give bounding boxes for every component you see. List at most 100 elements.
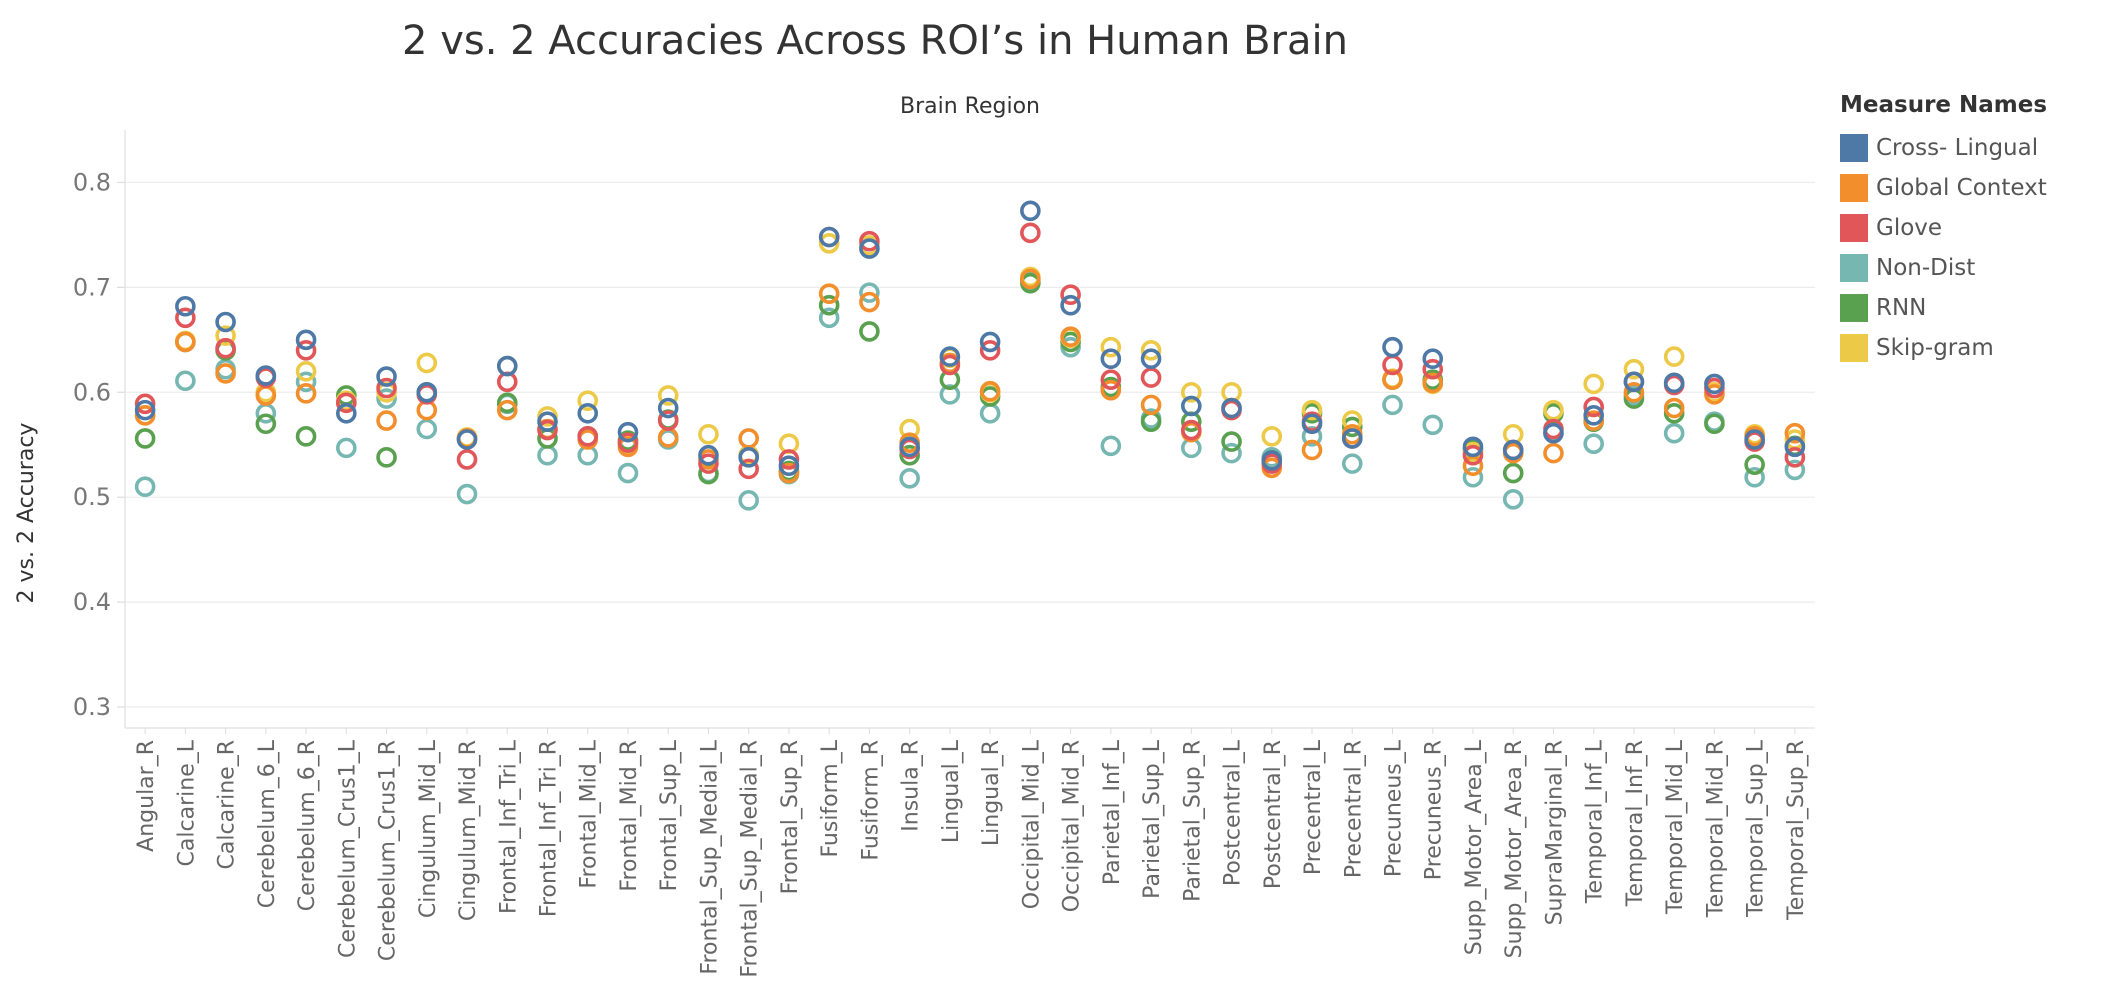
data-point xyxy=(1784,436,1806,458)
data-point xyxy=(859,230,880,252)
data-point xyxy=(1020,200,1041,222)
legend-item[interactable]: Global Context xyxy=(1840,168,2100,208)
data-point xyxy=(1100,435,1122,457)
data-point xyxy=(295,426,317,447)
x-tick-label: Parietal_Sup_L xyxy=(1140,739,1165,899)
data-point xyxy=(496,392,518,414)
x-tick-label: Frontal_Sup_R xyxy=(778,740,803,894)
data-point xyxy=(1502,439,1524,461)
data-point xyxy=(1744,466,1765,488)
x-tick-label: Precuneus_L xyxy=(1382,739,1407,877)
data-point xyxy=(979,380,1001,402)
data-point xyxy=(1784,422,1806,444)
data-point xyxy=(416,352,438,374)
legend-items: Cross- Lingual Global Context Glove Non-Dis… xyxy=(1840,128,2100,368)
data-point xyxy=(1744,429,1765,450)
data-point xyxy=(416,381,438,403)
data-point xyxy=(1020,268,1041,290)
y-tick-label: 0.3 xyxy=(73,693,111,721)
x-tick-label: Calcarine_R xyxy=(215,740,240,869)
data-point xyxy=(899,468,920,489)
y-tick-labels: 0.3 0.4 0.5 0.6 0.7 0.8 xyxy=(73,168,111,721)
data-point xyxy=(1623,381,1645,403)
data-point xyxy=(1140,340,1162,361)
data-point xyxy=(657,397,679,419)
data-point xyxy=(376,366,397,387)
data-point xyxy=(1261,450,1283,471)
data-point xyxy=(1100,379,1122,401)
data-point xyxy=(134,428,156,449)
data-point xyxy=(1583,396,1604,418)
legend-item[interactable]: Non-Dist xyxy=(1840,248,2100,288)
data-point xyxy=(295,371,317,393)
data-point xyxy=(657,385,679,406)
y-tick-label: 0.8 xyxy=(73,168,111,196)
data-point xyxy=(818,307,840,329)
data-point xyxy=(979,340,1001,361)
legend-swatch xyxy=(1840,334,1868,362)
data-point xyxy=(1623,358,1645,380)
x-tick-label: Frontal_Inf_Tri_L xyxy=(496,739,521,914)
data-point xyxy=(295,383,317,404)
x-tick-label: Occipital_Mid_R xyxy=(1060,740,1085,912)
x-tick-label: Temporal_Mid_R xyxy=(1703,740,1728,918)
x-tick-label: Fusiform_L xyxy=(818,739,843,857)
y-tick-label: 0.4 xyxy=(73,588,111,616)
legend-label: Global Context xyxy=(1876,175,2047,201)
x-tick-label: Frontal_Mid_L xyxy=(577,739,602,888)
legend-label: Glove xyxy=(1876,215,1943,241)
data-point xyxy=(537,444,558,466)
x-tick-label: SupraMarginal_R xyxy=(1542,740,1567,925)
data-point xyxy=(1140,348,1162,370)
data-point xyxy=(295,329,317,351)
data-point xyxy=(979,331,1001,353)
x-tick-label: Cingulum_Mid_R xyxy=(456,740,481,921)
data-point xyxy=(1502,462,1524,484)
data-point xyxy=(939,354,961,376)
legend-item[interactable]: Skip-gram xyxy=(1840,328,2100,368)
x-tick-label: Temporal_Sup_R xyxy=(1784,740,1809,921)
data-point xyxy=(1704,384,1725,405)
data-point xyxy=(738,447,759,468)
data-point xyxy=(698,423,719,445)
data-point xyxy=(1301,399,1323,421)
data-point xyxy=(617,432,639,453)
x-tick-label: Frontal_Sup_Medial_R xyxy=(738,740,763,978)
data-point xyxy=(215,311,236,333)
legend-label: Non-Dist xyxy=(1876,255,1976,281)
legend-title: Measure Names xyxy=(1840,92,2048,118)
data-point xyxy=(698,453,719,474)
legend-item[interactable]: RNN xyxy=(1840,288,2100,328)
data-point xyxy=(577,426,599,447)
data-point xyxy=(175,307,196,329)
data-point xyxy=(376,410,397,431)
legend-item[interactable]: Glove xyxy=(1840,208,2100,248)
data-point xyxy=(1301,439,1323,461)
x-tick-label: Temporal_Mid_L xyxy=(1663,739,1688,915)
data-point xyxy=(1543,399,1564,421)
legend-swatch xyxy=(1840,214,1868,242)
legend-item[interactable]: Cross- Lingual xyxy=(1840,128,2100,168)
data-point xyxy=(1020,222,1041,244)
x-tick-label: Parietal_Inf_L xyxy=(1100,739,1125,885)
data-point xyxy=(215,337,236,359)
x-tick-label: Occipital_Mid_L xyxy=(1019,739,1044,909)
data-point xyxy=(818,283,840,304)
column-header: Brain Region xyxy=(900,94,1040,119)
data-point xyxy=(1462,455,1484,477)
x-tick-label: Postcentral_R xyxy=(1261,740,1286,889)
data-point xyxy=(376,388,397,409)
x-tick-label: Supp_Motor_Area_R xyxy=(1502,740,1527,958)
data-point xyxy=(1462,436,1484,458)
x-tick-label: Calcarine_L xyxy=(174,739,199,866)
data-point xyxy=(295,360,317,382)
data-point xyxy=(1140,394,1162,416)
data-point xyxy=(979,402,1001,424)
data-point xyxy=(1060,294,1081,316)
x-tick-label: Angular_R xyxy=(134,740,159,852)
data-point xyxy=(617,421,639,443)
data-point xyxy=(336,392,357,414)
grid-lines xyxy=(117,130,1815,729)
x-tick-label: Lingual_R xyxy=(979,740,1004,846)
data-point xyxy=(859,282,880,303)
